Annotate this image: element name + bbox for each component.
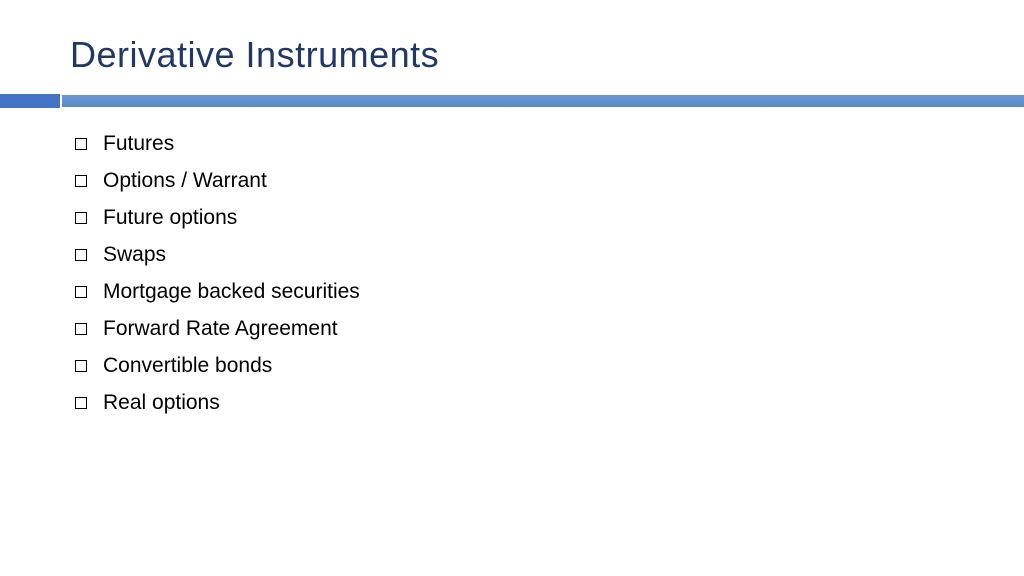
square-bullet-icon: [75, 360, 87, 372]
square-bullet-icon: [75, 175, 87, 187]
list-item-label: Futures: [103, 132, 174, 156]
list-item-label: Options / Warrant: [103, 169, 267, 193]
list-item-label: Mortgage backed securities: [103, 280, 360, 304]
square-bullet-icon: [75, 323, 87, 335]
list-item: Real options: [75, 391, 1024, 415]
square-bullet-icon: [75, 397, 87, 409]
list-item: Options / Warrant: [75, 169, 1024, 193]
list-item: Convertible bonds: [75, 354, 1024, 378]
divider-rule: [0, 94, 1024, 110]
square-bullet-icon: [75, 286, 87, 298]
list-item-label: Future options: [103, 206, 237, 230]
list-item: Futures: [75, 132, 1024, 156]
square-bullet-icon: [75, 249, 87, 261]
bullet-list: Futures Options / Warrant Future options…: [0, 110, 1024, 415]
divider-rule-accent: [0, 94, 60, 108]
list-item-label: Swaps: [103, 243, 166, 267]
square-bullet-icon: [75, 212, 87, 224]
list-item: Mortgage backed securities: [75, 280, 1024, 304]
list-item-label: Forward Rate Agreement: [103, 317, 338, 341]
list-item-label: Convertible bonds: [103, 354, 272, 378]
divider-rule-main: [62, 95, 1024, 107]
list-item: Swaps: [75, 243, 1024, 267]
list-item: Forward Rate Agreement: [75, 317, 1024, 341]
list-item-label: Real options: [103, 391, 220, 415]
slide-title: Derivative Instruments: [0, 0, 1024, 76]
slide: Derivative Instruments Futures Options /…: [0, 0, 1024, 576]
list-item: Future options: [75, 206, 1024, 230]
square-bullet-icon: [75, 138, 87, 150]
